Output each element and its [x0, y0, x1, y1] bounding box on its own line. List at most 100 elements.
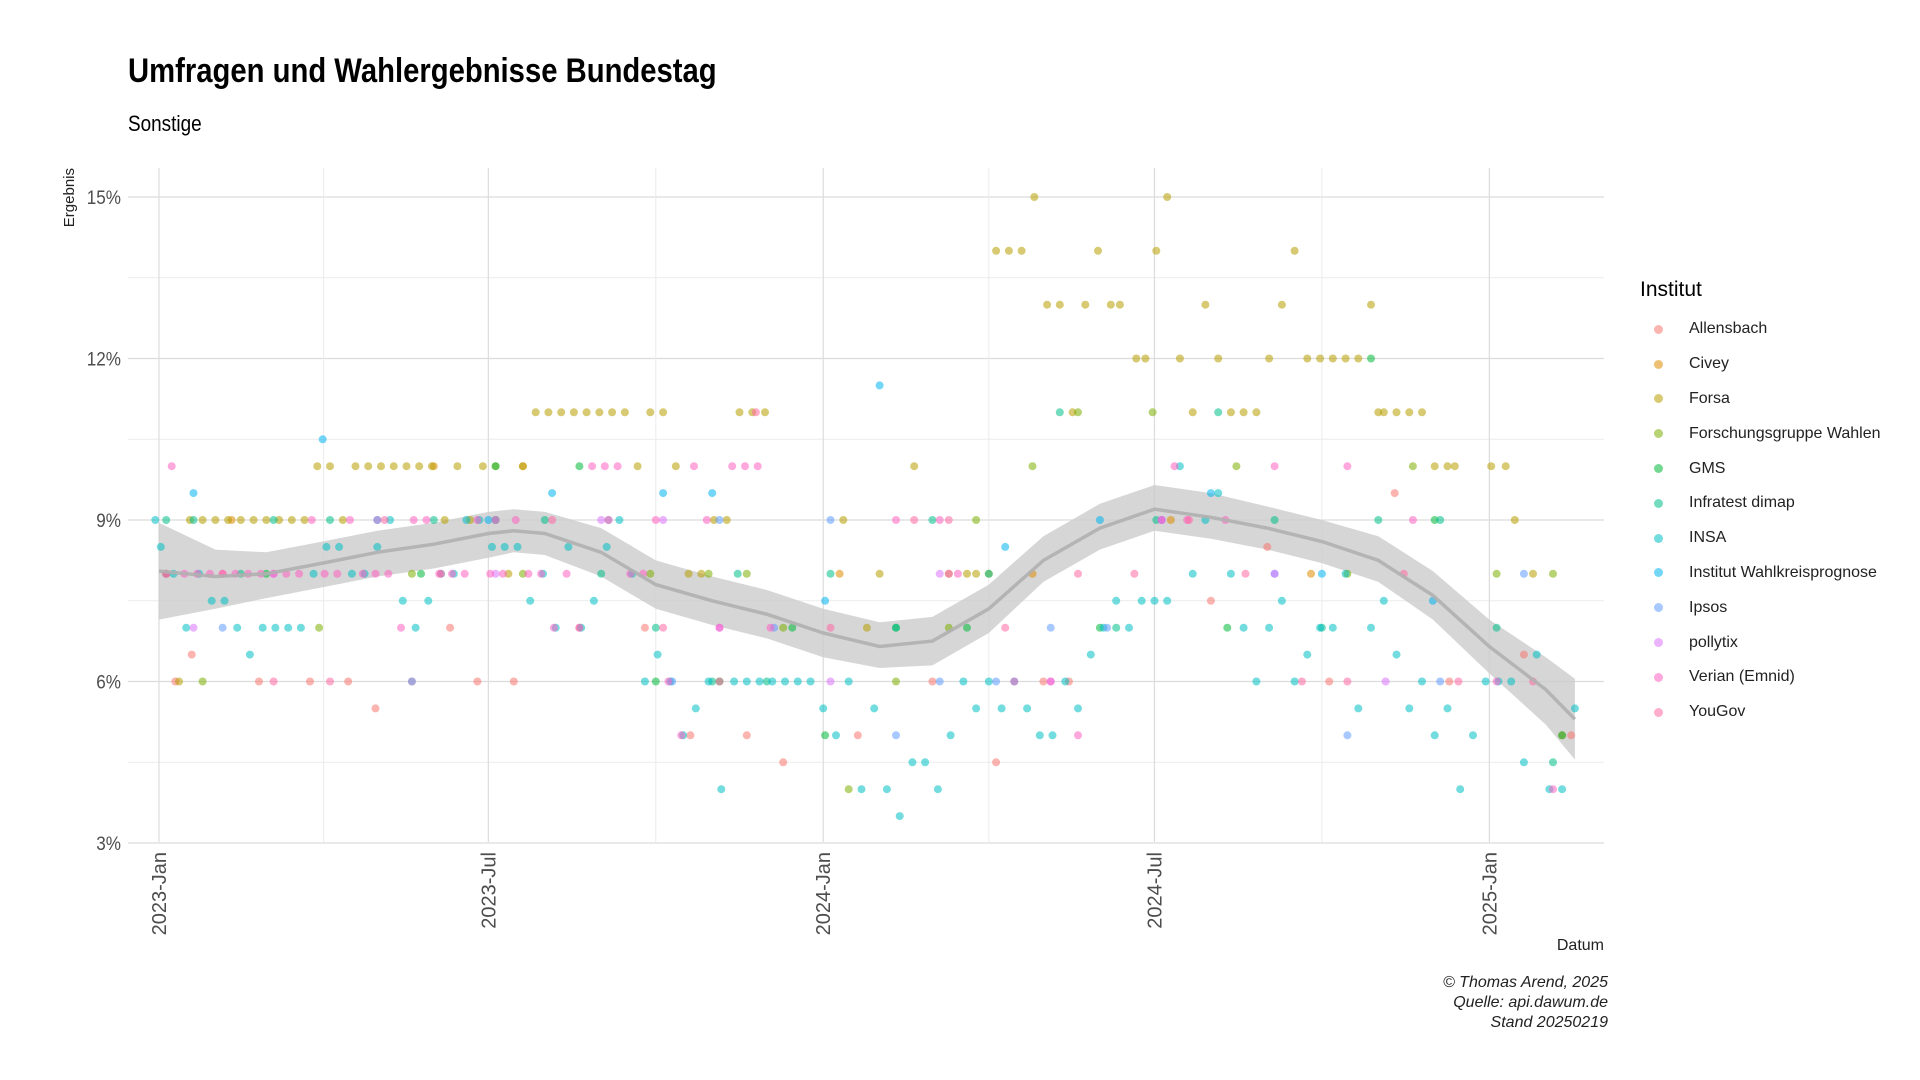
- data-point: [1103, 623, 1112, 632]
- data-point: [156, 542, 165, 551]
- data-point: [1297, 677, 1306, 686]
- data-point: [491, 462, 500, 471]
- axis-labels: 3% 6% 9% 12% 15% 2023-Jan 2023-Jul 2024-Jan 2024…: [61, 168, 1604, 954]
- data-point: [473, 677, 482, 686]
- data-point: [691, 704, 700, 713]
- data-point: [1115, 300, 1124, 309]
- data-point: [1223, 623, 1232, 632]
- data-point: [182, 623, 191, 632]
- legend-key-dot: [1654, 359, 1663, 369]
- data-point: [875, 381, 884, 390]
- data-point: [742, 731, 751, 740]
- legend-item: Forschungsgruppe Wahlen: [1640, 416, 1881, 451]
- data-point: [704, 677, 713, 686]
- data-point: [1392, 408, 1401, 417]
- data-point: [318, 435, 327, 444]
- data-point: [1094, 246, 1102, 255]
- data-point: [1328, 623, 1337, 632]
- data-point: [646, 569, 655, 578]
- data-point: [198, 677, 207, 686]
- data-point: [1469, 731, 1477, 740]
- data-point: [236, 516, 245, 524]
- data-point: [1341, 569, 1350, 578]
- data-point: [1095, 516, 1104, 524]
- data-point: [384, 569, 393, 578]
- data-point: [1185, 516, 1193, 524]
- data-point: [651, 677, 660, 686]
- series-allensbach: [171, 489, 1576, 767]
- data-point: [1392, 650, 1401, 659]
- data-point: [1316, 354, 1325, 363]
- data-point: [1141, 354, 1150, 363]
- series-infratest-dimap: [162, 408, 1557, 767]
- data-point: [275, 516, 284, 524]
- data-point: [819, 704, 828, 713]
- data-point: [1430, 462, 1439, 471]
- data-point: [1317, 569, 1326, 578]
- data-point: [1163, 596, 1172, 605]
- data-point: [526, 596, 535, 605]
- data-point: [189, 623, 198, 632]
- legend-item: Forsa: [1640, 382, 1881, 417]
- data-point: [1023, 704, 1032, 713]
- trend-line: [158, 507, 1577, 721]
- data-point: [1456, 785, 1465, 794]
- data-point: [1055, 408, 1064, 417]
- data-point: [338, 516, 347, 524]
- data-point: [1188, 408, 1197, 417]
- data-point: [1341, 354, 1350, 363]
- caption-copyright: © Thomas Arend, 2025: [1442, 974, 1608, 991]
- data-point: [407, 677, 416, 686]
- data-point: [422, 516, 431, 524]
- data-point: [335, 542, 344, 551]
- data-point: [187, 650, 196, 659]
- data-point: [1137, 596, 1146, 605]
- data-point: [1558, 731, 1567, 740]
- data-point: [524, 569, 533, 578]
- data-point: [608, 408, 617, 417]
- legend-item: pollytix: [1640, 625, 1881, 660]
- data-point: [397, 623, 405, 632]
- legend-label: Infratest dimap: [1689, 494, 1795, 512]
- data-point: [1374, 516, 1383, 524]
- legend-item: YouGov: [1640, 695, 1881, 730]
- caption-date: Stand 20250219: [1490, 1014, 1608, 1031]
- data-point: [409, 516, 418, 524]
- data-point: [1265, 354, 1274, 363]
- data-point: [373, 516, 382, 524]
- data-point: [1381, 677, 1390, 686]
- data-point: [826, 569, 835, 578]
- data-point: [207, 596, 216, 605]
- data-point: [589, 596, 598, 605]
- data-point: [326, 516, 334, 524]
- data-point: [488, 542, 496, 551]
- data-point: [1343, 462, 1352, 471]
- data-point: [659, 489, 668, 498]
- data-point: [1529, 569, 1537, 578]
- y-tick-label: 3%: [96, 833, 121, 854]
- data-point: [347, 569, 356, 578]
- data-point: [255, 677, 263, 686]
- data-point: [1390, 489, 1399, 498]
- data-point: [1379, 596, 1388, 605]
- legend-label: INSA: [1689, 529, 1727, 547]
- data-point: [1354, 354, 1363, 363]
- data-point: [1303, 354, 1312, 363]
- data-point: [437, 569, 445, 578]
- data-point: [935, 516, 944, 524]
- data-point: [557, 408, 566, 417]
- x-tick-label: 2025-Jan: [1479, 852, 1501, 935]
- legend-item: Ipsos: [1640, 590, 1881, 625]
- data-point: [320, 569, 329, 578]
- data-point: [1048, 731, 1057, 740]
- data-point: [460, 569, 469, 578]
- data-point: [1206, 489, 1215, 498]
- data-point: [429, 516, 438, 524]
- data-point: [1450, 462, 1459, 471]
- data-point: [892, 731, 900, 740]
- data-point: [1270, 516, 1279, 524]
- data-point: [826, 677, 835, 686]
- data-point: [1303, 650, 1312, 659]
- data-point: [597, 516, 606, 524]
- data-point: [722, 516, 731, 524]
